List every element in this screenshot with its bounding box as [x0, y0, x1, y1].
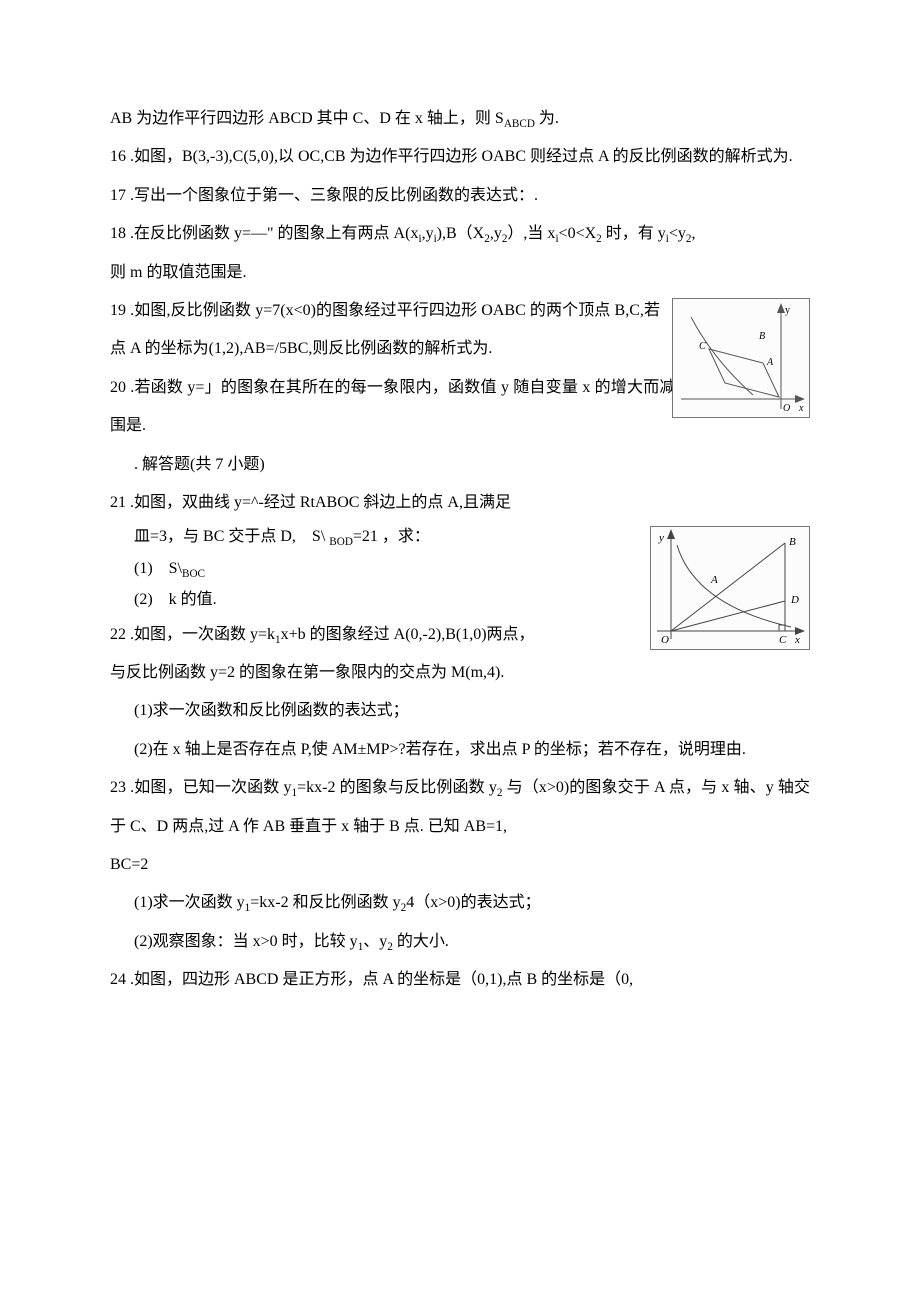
- text: (1)求一次函数 y: [134, 894, 245, 911]
- question-23-part1: (1)求一次函数 y1=kx-2 和反比例函数 y24（x>0)的表达式；: [110, 884, 810, 922]
- subscript: BOD: [329, 536, 353, 548]
- svg-text:y: y: [658, 532, 664, 544]
- text: (1) S\: [134, 560, 182, 577]
- text: ,y: [422, 225, 434, 242]
- text: <y: [669, 225, 686, 242]
- question-22-part2: (2)在 x 轴上是否存在点 P,使 AM±MP>?若存在，求出点 P 的坐标；…: [110, 731, 810, 769]
- question-17: 17 .写出一个图象位于第一、三象限的反比例函数的表达式：.: [110, 177, 810, 215]
- hyperbola-triangle-icon: y x O A B C D: [651, 527, 809, 649]
- text: =kx-2 的图象与反比例函数 y: [297, 779, 497, 796]
- text: ,y: [490, 225, 502, 242]
- text: ）,当 x: [507, 225, 555, 242]
- text: =21 ，求：: [353, 528, 430, 545]
- text: 时，有 y: [602, 225, 666, 242]
- svg-text:y: y: [785, 305, 790, 316]
- section-heading: . 解答题(共 7 小题): [110, 446, 810, 484]
- question-15-cont: AB 为边作平行四边形 ABCD 其中 C、D 在 x 轴上，则 SABCD 为…: [110, 100, 810, 138]
- svg-text:A: A: [766, 357, 774, 368]
- text: 的大小.: [393, 933, 449, 950]
- figure-21: y x O A B C D: [650, 526, 810, 650]
- svg-text:D: D: [790, 594, 799, 606]
- text: 4（x>0)的表达式；: [406, 894, 540, 911]
- svg-text:O: O: [661, 634, 669, 646]
- text: =kx-2 和反比例函数 y: [250, 894, 400, 911]
- subscript: BOC: [182, 568, 205, 580]
- svg-text:O: O: [783, 403, 790, 414]
- text: 、y: [363, 933, 387, 950]
- text: 皿=3，与 BC 交于点 D, S\: [134, 528, 329, 545]
- text: x+b 的图象经过 A(0,-2),B(1,0)两点，: [281, 626, 535, 643]
- subscript: ABCD: [504, 118, 535, 130]
- text: 18 .在反比例函数 y=—" 的图象上有两点 A(x: [110, 225, 418, 242]
- svg-text:B: B: [789, 536, 796, 548]
- svg-text:A: A: [710, 574, 718, 586]
- question-21-block: 21 .如图，双曲线 y=^-经过 RtABOC 斜边上的点 A,且满足 皿=3…: [110, 484, 810, 616]
- figure-19: y x O A B C: [672, 298, 810, 418]
- question-16: 16 .如图，B(3,-3),C(5,0),以 OC,CB 为边作平行四边形 O…: [110, 138, 810, 176]
- question-18: 18 .在反比例函数 y=—" 的图象上有两点 A(xi,yi),B（X2,y2…: [110, 215, 810, 253]
- question-18-tail: 则 m 的取值范围是.: [110, 254, 810, 292]
- question-22-line2: 与反比例函数 y=2 的图象在第一象限内的交点为 M(m,4).: [110, 654, 810, 692]
- text: <0<X: [559, 225, 597, 242]
- question-23: 23 .如图，已知一次函数 y1=kx-2 的图象与反比例函数 y2 与（x>0…: [110, 769, 810, 846]
- text: (2)观察图象：当 x>0 时，比较 y: [134, 933, 358, 950]
- text: 为.: [535, 110, 559, 127]
- document-page: AB 为边作平行四边形 ABCD 其中 C、D 在 x 轴上，则 SABCD 为…: [0, 0, 920, 1060]
- question-22-part1: (1)求一次函数和反比例函数的表达式；: [110, 692, 810, 730]
- question-24: 24 .如图，四边形 ABCD 是正方形，点 A 的坐标是（0,1),点 B 的…: [110, 961, 810, 999]
- text: ),B（X: [437, 225, 485, 242]
- question-23-line2: BC=2: [110, 846, 810, 884]
- question-19-block: 19 .如图,反比例函数 y=7(x<0)的图象经过平行四边形 OABC 的两个…: [110, 292, 810, 369]
- svg-text:x: x: [794, 634, 800, 646]
- svg-text:C: C: [699, 341, 706, 352]
- svg-text:x: x: [798, 403, 804, 414]
- svg-text:C: C: [779, 634, 787, 646]
- question-21: 21 .如图，双曲线 y=^-经过 RtABOC 斜边上的点 A,且满足: [110, 484, 810, 522]
- question-23-part2: (2)观察图象：当 x>0 时，比较 y1、y2 的大小.: [110, 923, 810, 961]
- text: 22 .如图，一次函数 y=k: [110, 626, 275, 643]
- svg-text:B: B: [759, 331, 765, 342]
- text: 23 .如图，已知一次函数 y: [110, 779, 292, 796]
- text: AB 为边作平行四边形 ABCD 其中 C、D 在 x 轴上，则 S: [110, 110, 504, 127]
- parallelogram-graph-icon: y x O A B C: [673, 299, 809, 417]
- text: ,: [692, 225, 696, 242]
